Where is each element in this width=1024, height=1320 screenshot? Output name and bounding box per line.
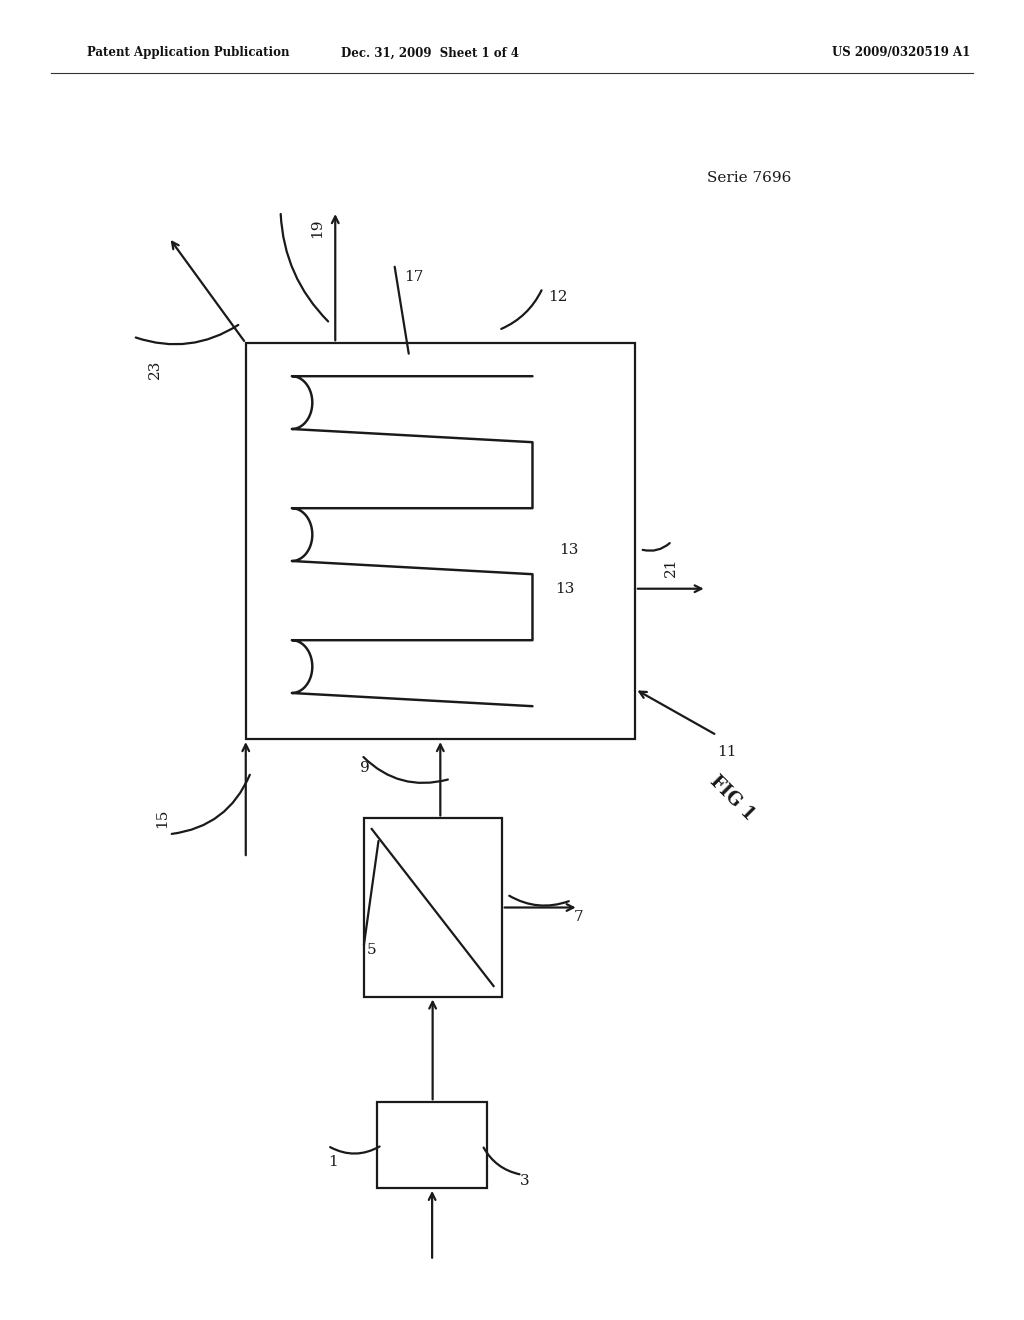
Text: FIG 1: FIG 1 (707, 772, 759, 824)
Text: 1: 1 (328, 1155, 338, 1168)
Bar (364, 818, 502, 997)
Text: 3: 3 (520, 1175, 529, 1188)
Text: Patent Application Publication: Patent Application Publication (87, 46, 290, 59)
Text: 5: 5 (367, 944, 376, 957)
Text: 21: 21 (664, 558, 678, 577)
Text: 12: 12 (548, 289, 567, 304)
Text: Serie 7696: Serie 7696 (707, 172, 791, 185)
Text: 23: 23 (147, 360, 162, 379)
Text: 15: 15 (155, 809, 169, 828)
Text: 11: 11 (717, 746, 736, 759)
Text: US 2009/0320519 A1: US 2009/0320519 A1 (831, 46, 971, 59)
Bar (377, 1102, 487, 1188)
Text: 13: 13 (559, 544, 578, 557)
Text: 17: 17 (404, 269, 424, 284)
Bar (246, 343, 635, 739)
Text: 9: 9 (360, 762, 371, 775)
Text: 7: 7 (573, 911, 583, 924)
Text: Dec. 31, 2009  Sheet 1 of 4: Dec. 31, 2009 Sheet 1 of 4 (341, 46, 519, 59)
Text: 19: 19 (310, 218, 325, 238)
Text: 13: 13 (555, 582, 574, 595)
